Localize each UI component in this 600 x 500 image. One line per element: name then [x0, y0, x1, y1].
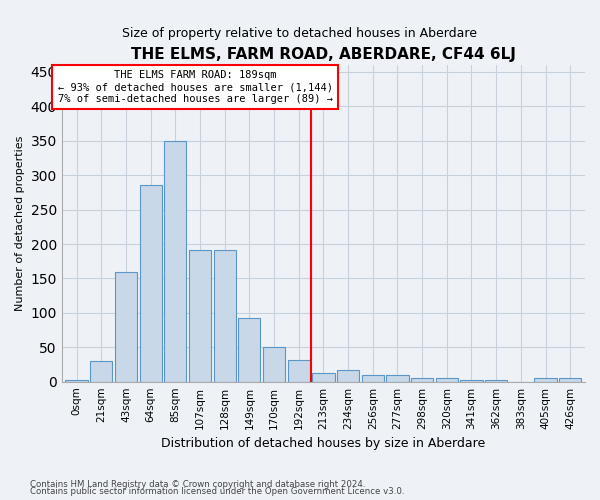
Bar: [411, 378, 433, 382]
Text: THE ELMS FARM ROAD: 189sqm
← 93% of detached houses are smaller (1,144)
7% of se: THE ELMS FARM ROAD: 189sqm ← 93% of deta…: [58, 70, 332, 104]
Bar: [312, 374, 335, 382]
Text: Contains HM Land Registry data © Crown copyright and database right 2024.: Contains HM Land Registry data © Crown c…: [30, 480, 365, 489]
Bar: [189, 250, 211, 382]
Bar: [362, 375, 384, 382]
Bar: [460, 380, 482, 382]
Bar: [559, 378, 581, 382]
Bar: [386, 375, 409, 382]
Bar: [115, 272, 137, 382]
Bar: [164, 141, 187, 382]
Title: THE ELMS, FARM ROAD, ABERDARE, CF44 6LJ: THE ELMS, FARM ROAD, ABERDARE, CF44 6LJ: [131, 48, 516, 62]
Bar: [140, 185, 162, 382]
X-axis label: Distribution of detached houses by size in Aberdare: Distribution of detached houses by size …: [161, 437, 485, 450]
Y-axis label: Number of detached properties: Number of detached properties: [15, 136, 25, 311]
Bar: [90, 361, 112, 382]
Bar: [436, 378, 458, 382]
Bar: [238, 318, 260, 382]
Bar: [485, 380, 507, 382]
Text: Size of property relative to detached houses in Aberdare: Size of property relative to detached ho…: [122, 28, 478, 40]
Bar: [287, 360, 310, 382]
Bar: [535, 378, 557, 382]
Text: Contains public sector information licensed under the Open Government Licence v3: Contains public sector information licen…: [30, 487, 404, 496]
Bar: [263, 348, 285, 382]
Bar: [214, 250, 236, 382]
Bar: [65, 380, 88, 382]
Bar: [337, 370, 359, 382]
